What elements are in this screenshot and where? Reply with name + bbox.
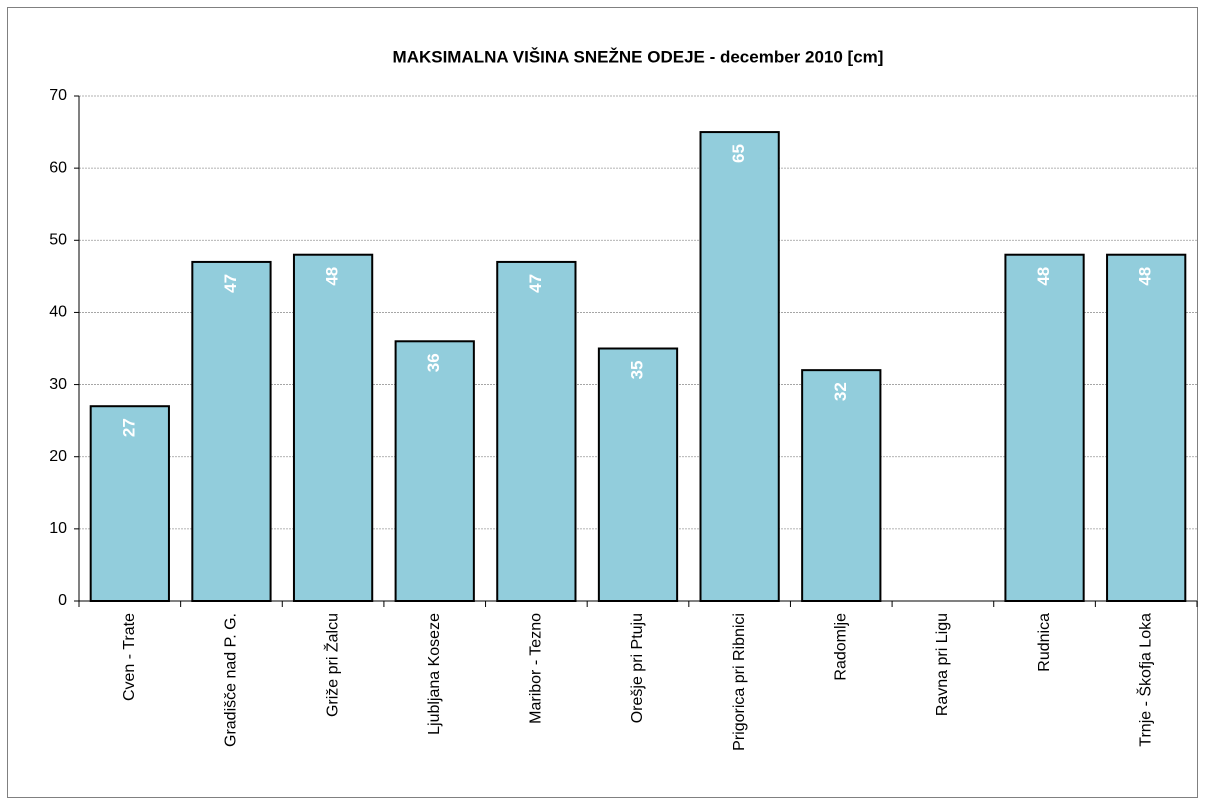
bar	[292, 253, 374, 602]
y-tick-label: 10	[49, 520, 67, 537]
value-label: 48	[1034, 267, 1053, 286]
x-tick-label: Rudnica	[1036, 613, 1053, 672]
x-tick-label: Ravna pri Ligu	[934, 613, 951, 716]
y-tick-label: 50	[49, 232, 67, 249]
bar	[191, 260, 272, 602]
value-label: 36	[424, 353, 443, 372]
x-tick-label: Prigorica pri Ribnici	[731, 613, 748, 751]
value-label: 47	[526, 274, 545, 293]
value-label: 48	[1136, 267, 1155, 286]
y-tick-label: 0	[58, 592, 67, 609]
y-tick-label: 20	[49, 448, 67, 465]
bar	[597, 347, 679, 602]
x-tick-label: Ljubljana Koseze	[426, 613, 443, 735]
value-label: 47	[221, 274, 240, 293]
y-tick-label: 40	[49, 304, 67, 321]
bar	[1106, 253, 1187, 602]
value-label: 35	[627, 361, 646, 380]
bar	[89, 405, 170, 603]
value-label: 32	[831, 382, 850, 401]
bar	[699, 131, 780, 602]
x-tick-label: Griže pri Žalcu	[322, 613, 341, 717]
value-label: 27	[119, 418, 138, 437]
x-tick-label: Gradišče nad P. G.	[223, 613, 240, 747]
bar	[801, 369, 882, 602]
value-label: 48	[323, 267, 342, 286]
bar	[1004, 253, 1085, 602]
x-tick-label: Maribor - Tezno	[528, 613, 545, 724]
x-tick-label: Trnje - Škofja Loka	[1135, 613, 1154, 747]
y-tick-label: 60	[49, 159, 67, 176]
bar	[394, 340, 475, 602]
chart-title: MAKSIMALNA VIŠINA SNEŽNE ODEJE - decembe…	[393, 47, 884, 66]
value-label: 65	[729, 144, 748, 163]
bar	[496, 260, 577, 602]
x-tick-label: Orešje pri Ptuju	[629, 613, 646, 723]
x-tick-label: Radomlje	[832, 613, 849, 681]
y-tick-label: 70	[49, 87, 67, 104]
y-tick-label: 30	[49, 376, 67, 393]
x-tick-label: Cven - Trate	[121, 613, 138, 701]
